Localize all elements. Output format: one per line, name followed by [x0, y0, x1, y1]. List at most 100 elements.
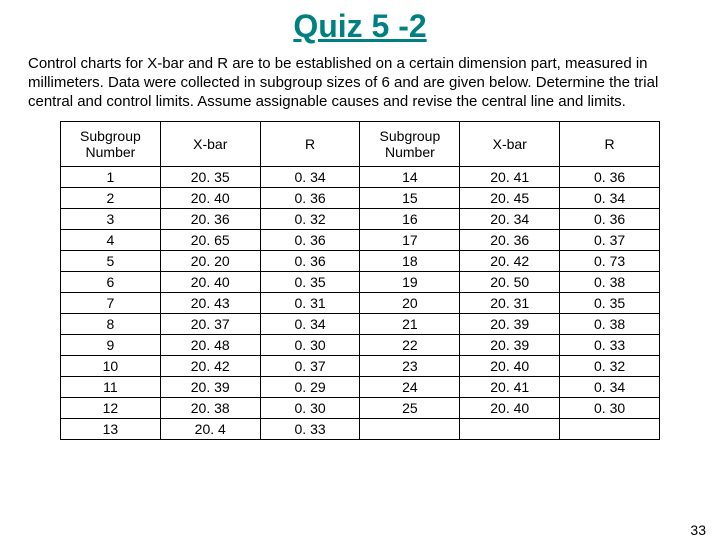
table-cell: 3 — [61, 209, 161, 230]
table-cell: 7 — [61, 293, 161, 314]
page-title: Quiz 5 -2 — [0, 8, 720, 45]
table-cell: 0. 34 — [260, 314, 360, 335]
table-cell: 0. 36 — [560, 209, 660, 230]
quiz-description: Control charts for X-bar and R are to be… — [28, 55, 692, 111]
table-cell: 20. 39 — [160, 377, 260, 398]
table-cell: 20. 65 — [160, 230, 260, 251]
table-cell: 25 — [360, 398, 460, 419]
table-cell: 6 — [61, 272, 161, 293]
table-cell: 5 — [61, 251, 161, 272]
table-cell: 0. 37 — [260, 356, 360, 377]
table-cell: 20. 20 — [160, 251, 260, 272]
table-cell: 20. 39 — [460, 335, 560, 356]
table-cell: 10 — [61, 356, 161, 377]
table-row: 620. 400. 351920. 500. 38 — [61, 272, 660, 293]
table-row: 320. 360. 321620. 340. 36 — [61, 209, 660, 230]
table-cell: 20. 48 — [160, 335, 260, 356]
table-cell: 0. 34 — [560, 377, 660, 398]
table-cell: 0. 36 — [260, 230, 360, 251]
table-cell: 0. 35 — [260, 272, 360, 293]
table-cell: 17 — [360, 230, 460, 251]
table-cell: 0. 32 — [260, 209, 360, 230]
table-cell: 4 — [61, 230, 161, 251]
table-row: 720. 430. 312020. 310. 35 — [61, 293, 660, 314]
table-cell: 20. 45 — [460, 188, 560, 209]
table-cell: 20. 41 — [460, 167, 560, 188]
table-cell: 0. 31 — [260, 293, 360, 314]
table-cell: 0. 33 — [560, 335, 660, 356]
table-row: 1020. 420. 372320. 400. 32 — [61, 356, 660, 377]
table-cell: 0. 36 — [260, 251, 360, 272]
table-cell: 20. 40 — [160, 272, 260, 293]
data-table: Subgroup Number X-bar R Subgroup Number … — [60, 121, 660, 440]
table-cell: 0. 30 — [560, 398, 660, 419]
table-cell: 20. 41 — [460, 377, 560, 398]
table-cell: 20. 43 — [160, 293, 260, 314]
table-cell: 20. 39 — [460, 314, 560, 335]
table-cell: 20. 50 — [460, 272, 560, 293]
table-cell: 0. 29 — [260, 377, 360, 398]
col-r-2: R — [560, 122, 660, 167]
table-cell: 0. 32 — [560, 356, 660, 377]
table-cell: 20. 4 — [160, 419, 260, 440]
table-cell: 20. 40 — [460, 356, 560, 377]
table-row: 120. 350. 341420. 410. 36 — [61, 167, 660, 188]
table-cell: 20. 42 — [460, 251, 560, 272]
table-row: 420. 650. 361720. 360. 37 — [61, 230, 660, 251]
table-cell: 20. 35 — [160, 167, 260, 188]
table-cell: 20. 31 — [460, 293, 560, 314]
table-cell: 20. 38 — [160, 398, 260, 419]
table-cell: 11 — [61, 377, 161, 398]
page-number: 33 — [690, 522, 706, 538]
table-cell: 20. 34 — [460, 209, 560, 230]
table-cell: 0. 30 — [260, 335, 360, 356]
table-cell: 20. 36 — [160, 209, 260, 230]
col-subgroup-1: Subgroup Number — [61, 122, 161, 167]
table-row: 1220. 380. 302520. 400. 30 — [61, 398, 660, 419]
col-xbar-2: X-bar — [460, 122, 560, 167]
table-cell: 20. 37 — [160, 314, 260, 335]
table-cell: 20. 42 — [160, 356, 260, 377]
table-header-row: Subgroup Number X-bar R Subgroup Number … — [61, 122, 660, 167]
table-cell: 15 — [360, 188, 460, 209]
table-cell — [360, 419, 460, 440]
table-cell: 24 — [360, 377, 460, 398]
table-cell: 0. 34 — [260, 167, 360, 188]
table-row: 220. 400. 361520. 450. 34 — [61, 188, 660, 209]
table-cell: 0. 36 — [260, 188, 360, 209]
table-cell: 20. 36 — [460, 230, 560, 251]
col-xbar-1: X-bar — [160, 122, 260, 167]
table-cell: 0. 38 — [560, 272, 660, 293]
table-cell: 0. 73 — [560, 251, 660, 272]
table-cell: 9 — [61, 335, 161, 356]
table-cell: 0. 35 — [560, 293, 660, 314]
table-cell: 1 — [61, 167, 161, 188]
table-row: 820. 370. 342120. 390. 38 — [61, 314, 660, 335]
table-cell: 22 — [360, 335, 460, 356]
table-cell: 0. 30 — [260, 398, 360, 419]
table-row: 920. 480. 302220. 390. 33 — [61, 335, 660, 356]
col-subgroup-2: Subgroup Number — [360, 122, 460, 167]
table-cell: 14 — [360, 167, 460, 188]
table-row: 1120. 390. 292420. 410. 34 — [61, 377, 660, 398]
table-cell: 2 — [61, 188, 161, 209]
table-cell: 0. 37 — [560, 230, 660, 251]
table-cell: 20. 40 — [160, 188, 260, 209]
col-r-1: R — [260, 122, 360, 167]
table-cell: 18 — [360, 251, 460, 272]
table-cell: 0. 34 — [560, 188, 660, 209]
table-cell: 0. 38 — [560, 314, 660, 335]
table-row: 1320. 40. 33 — [61, 419, 660, 440]
table-cell: 0. 36 — [560, 167, 660, 188]
table-cell: 20 — [360, 293, 460, 314]
table-cell: 20. 40 — [460, 398, 560, 419]
table-row: 520. 200. 361820. 420. 73 — [61, 251, 660, 272]
table-cell: 8 — [61, 314, 161, 335]
table-cell: 23 — [360, 356, 460, 377]
table-cell: 0. 33 — [260, 419, 360, 440]
table-cell — [460, 419, 560, 440]
table-cell: 19 — [360, 272, 460, 293]
data-table-container: Subgroup Number X-bar R Subgroup Number … — [60, 121, 660, 440]
table-cell: 16 — [360, 209, 460, 230]
table-cell: 12 — [61, 398, 161, 419]
